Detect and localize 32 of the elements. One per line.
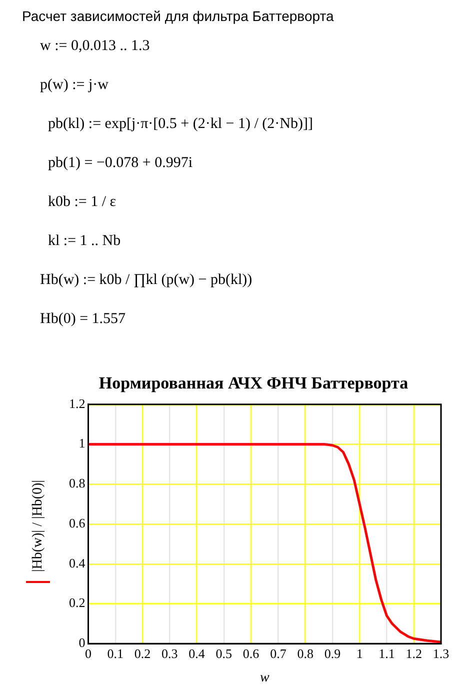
x-tick-label: 0.7 <box>270 646 287 661</box>
x-tick-label: 0.4 <box>188 646 206 661</box>
x-axis-title: w <box>260 670 270 686</box>
text: kl := 1 .. Nb <box>48 233 122 250</box>
text: pb(1) = −0.078 + 0.997i <box>48 155 194 172</box>
y-tick-label: 0.6 <box>69 515 86 530</box>
y-tick-label: 0.2 <box>69 595 86 610</box>
y-tick-label: 1.2 <box>69 396 86 411</box>
x-tick-label: 1.2 <box>406 646 422 661</box>
chart-title: Нормированная АЧХ ФНЧ Баттерворта <box>98 374 409 393</box>
text: Hb(w) := k0b / ∏kl (p(w) − pb(kl)) <box>40 272 254 289</box>
text: w := 0,0.013 .. 1.3 <box>40 38 151 55</box>
y-axis-title: |Hb(w)| / |Hb(0)| <box>30 480 46 572</box>
x-tick-label: 0.1 <box>107 646 124 661</box>
x-tick-label: 0.6 <box>242 646 260 661</box>
x-tick-label: 1 <box>356 646 363 661</box>
y-tick-label: 0.8 <box>69 476 86 491</box>
y-tick-label: 1 <box>78 436 86 451</box>
text: p(w) := j·w <box>40 77 110 94</box>
text: Hb(0) = 1.557 <box>40 311 127 328</box>
text: pb(kl) := exp[j·π·[0.5 + (2·kl − 1) / (2·Nb)]] <box>48 116 314 133</box>
x-tick-label: 1.3 <box>432 646 450 661</box>
text: k0b := 1 / ε <box>48 194 118 211</box>
x-tick-label: 0.8 <box>297 646 314 661</box>
x-tick-label: 0.3 <box>162 646 178 661</box>
x-tick-label: 1.1 <box>378 646 395 661</box>
y-tick-label: 0 <box>78 635 86 650</box>
x-tick-label: 0.2 <box>134 646 151 661</box>
x-tick-label: 0.9 <box>324 646 341 661</box>
x-tick-label: 0.5 <box>216 646 232 661</box>
y-tick-label: 0.4 <box>69 555 86 570</box>
text: Расчет зависимостей для фильтра Баттерворта <box>22 8 335 24</box>
